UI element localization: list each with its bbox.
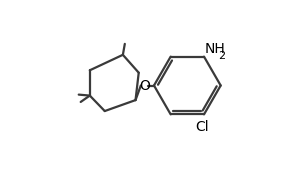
- Text: O: O: [139, 78, 150, 93]
- Text: NH: NH: [205, 42, 226, 56]
- Text: Cl: Cl: [196, 120, 209, 134]
- Text: 2: 2: [218, 51, 225, 61]
